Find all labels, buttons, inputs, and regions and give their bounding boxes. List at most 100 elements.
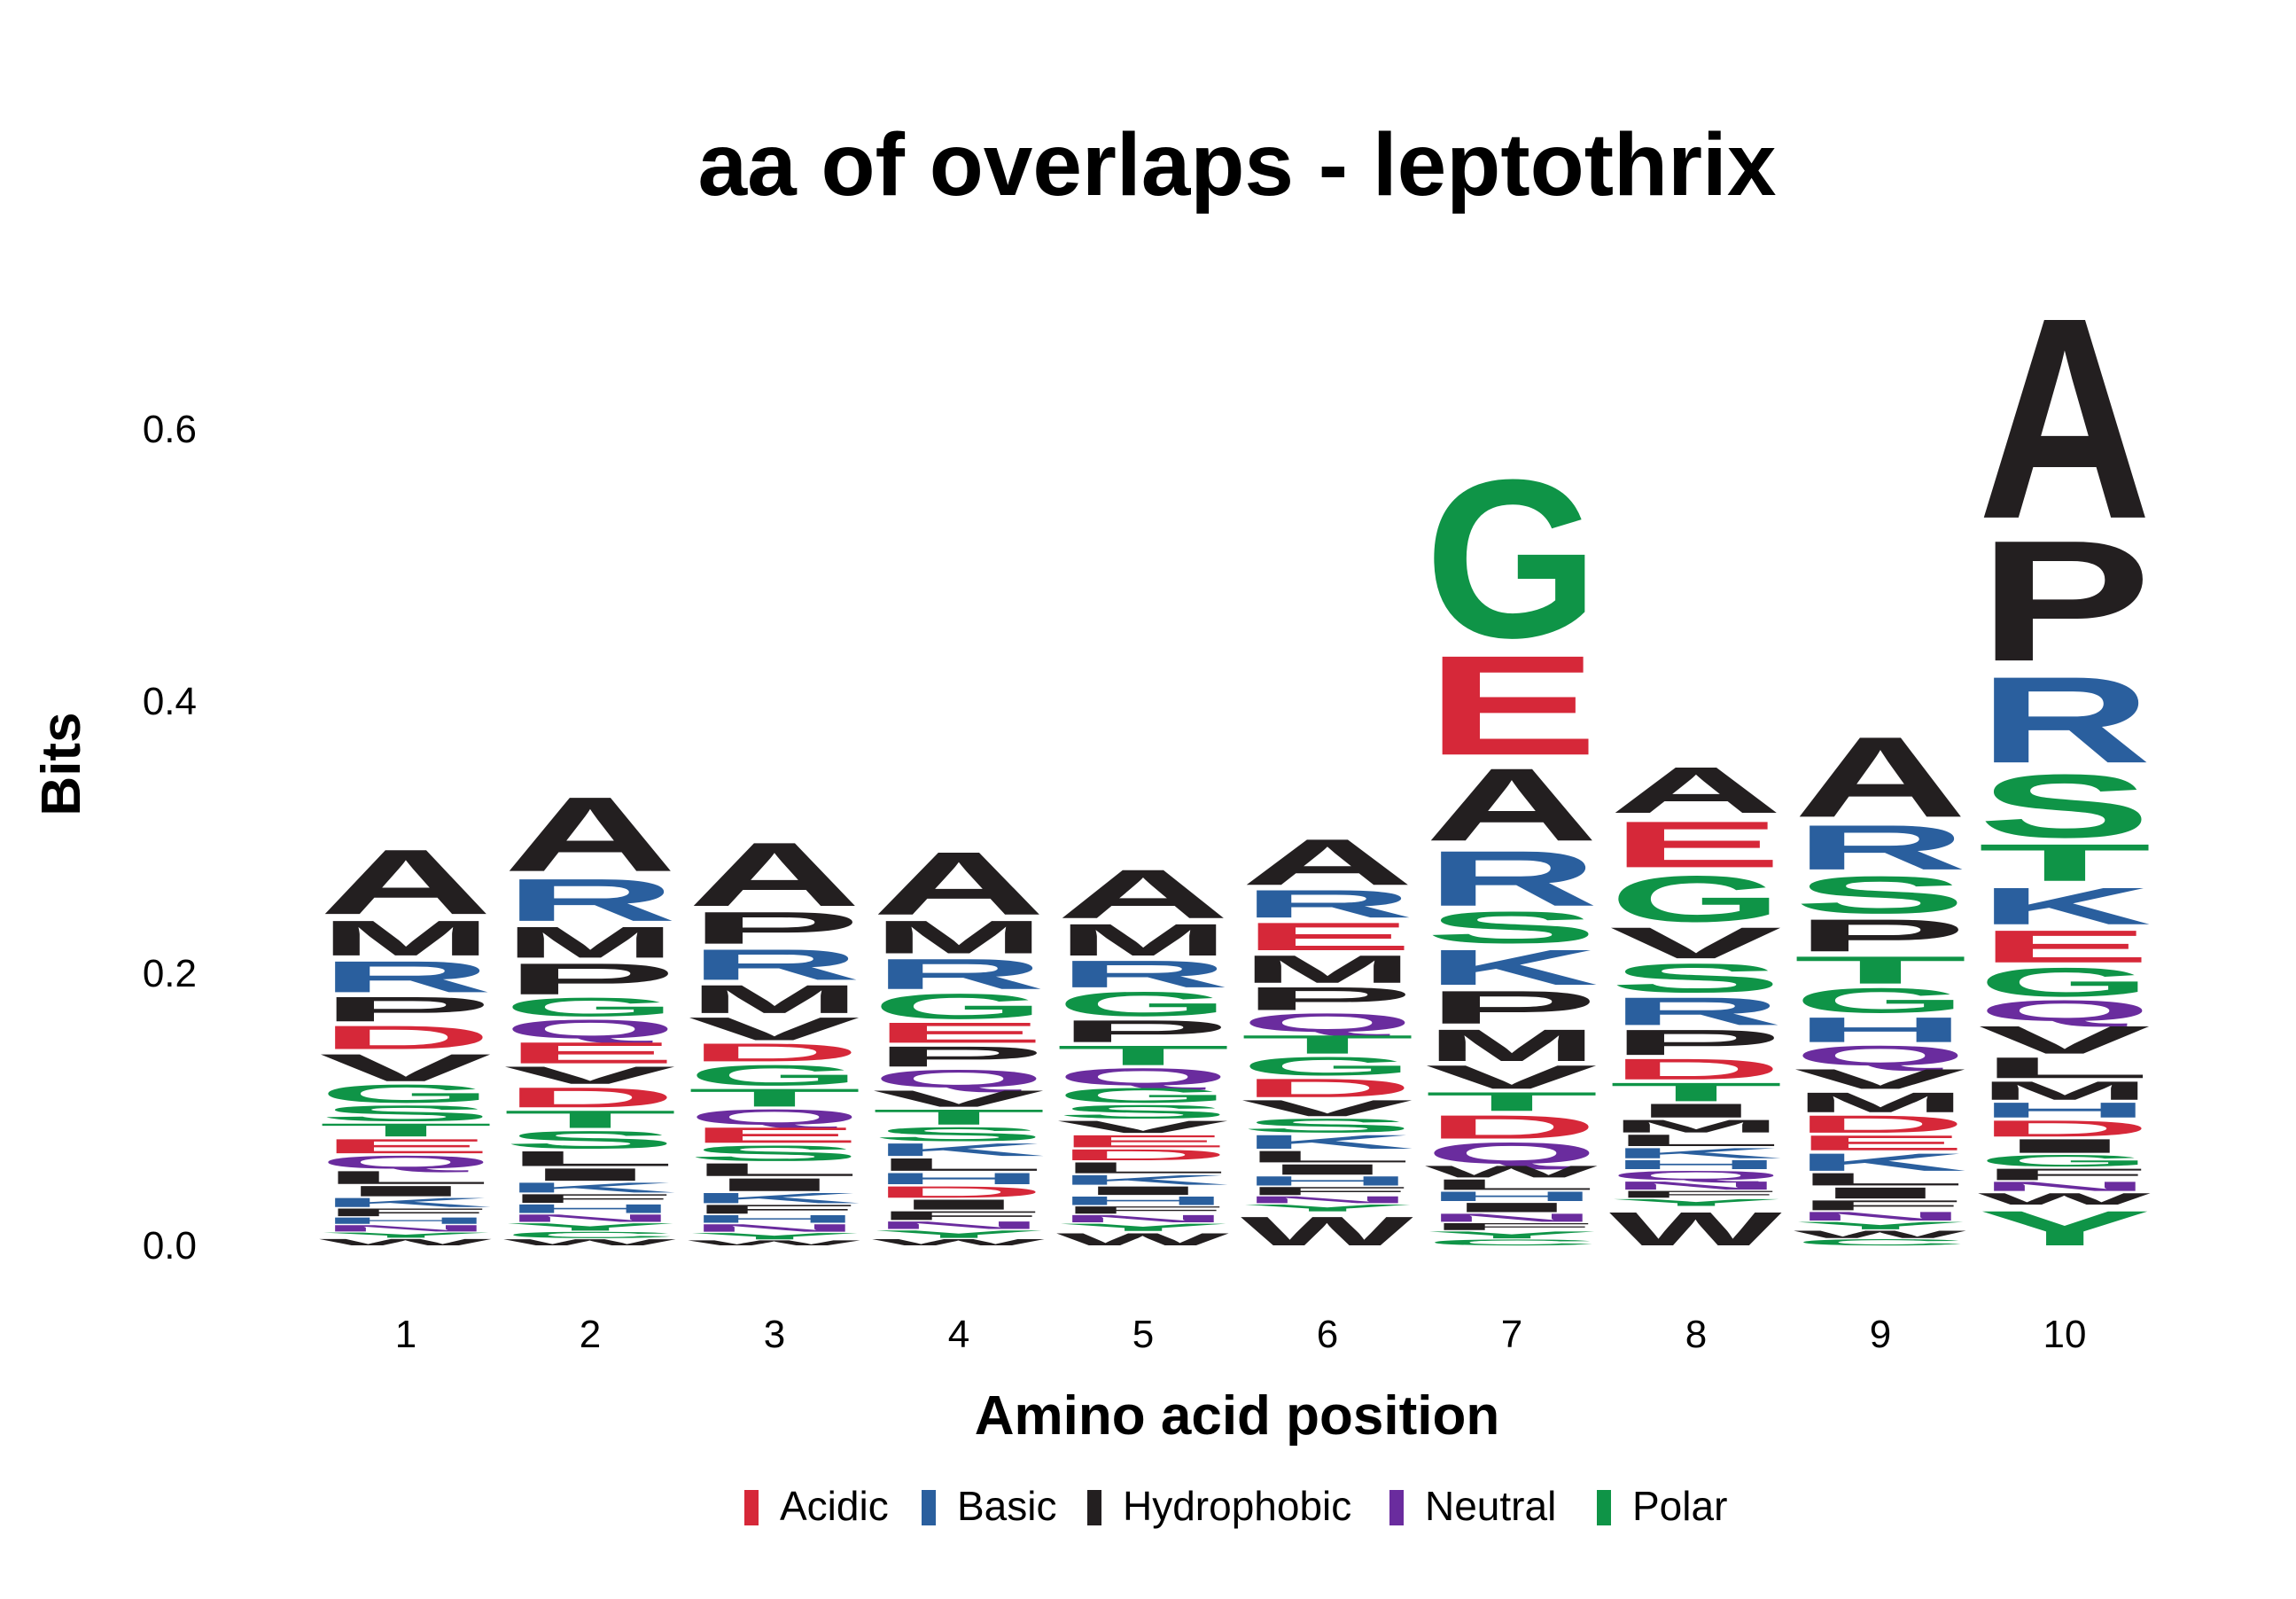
x-axis-ticks: 1 2 3 4 5 6 7 8 9 10 [395,1313,2087,1356]
x-tick-label: 3 [764,1313,785,1356]
logo-letter-y: Y [319,1231,493,1239]
logo-letter-e: E [503,1036,677,1070]
legend-label: Hydrophobic [1123,1483,1351,1529]
logo-letter-v: V [688,1010,860,1047]
y-tick-label: 0.0 [143,1224,197,1268]
logo-letter-w: W [319,1237,492,1248]
x-axis-title: Amino acid position [975,1385,1499,1447]
logo-letter-d: D [1241,1073,1414,1103]
logo-letter-g: G [1609,862,1783,936]
logo-letter-k: K [1241,1131,1414,1153]
logo-letter-g: G [1978,1151,2152,1170]
logo-letter-r: R [319,952,493,1002]
logo-stacks: AMRPDVGSTEQLIKFHNYWARMPGQEVDTSLIKFHNYCWA… [319,258,2152,1256]
logo-letter-i: I [1609,1100,1783,1122]
logo-letter-l: L [1425,1176,1599,1193]
logo-letter-l: L [1978,1051,2152,1084]
logo-letter-f: F [872,1209,1046,1223]
legend-swatch [1389,1490,1404,1525]
logo-letter-r: R [1241,882,1414,926]
logo-letter-w: W [1609,1203,1783,1256]
logo-letter-n: N [1794,1209,1967,1223]
logo-letter-w: W [1056,1229,1230,1249]
logo-letter-d: D [1056,1146,1230,1164]
logo-letter-d: D [1978,1116,2152,1142]
logo-letter-l: L [872,1155,1046,1175]
logo-letter-k: K [688,1190,861,1205]
y-axis-ticks: 0.0 0.2 0.4 0.6 [143,408,197,1268]
logo-letter-g: G [688,1059,861,1092]
legend-item: Acidic [744,1483,889,1529]
logo-letter-s: S [1609,956,1783,1002]
logo-letter-w: W [872,1237,1045,1247]
legend-swatch [922,1490,936,1525]
logo-letter-n: N [1056,1213,1230,1224]
logo-letter-i: I [872,1197,1046,1213]
x-tick-label: 9 [1870,1313,1891,1356]
logo-letter-n: N [688,1222,861,1235]
logo-letter-s: S [1056,1101,1230,1122]
logo-letter-s: S [688,1141,861,1166]
logo-letter-h: H [1241,1174,1414,1189]
y-tick-label: 0.2 [143,952,197,995]
logo-letter-g: G [319,1080,493,1109]
logo-letter-m: M [872,911,1046,963]
logo-letter-r: R [503,866,677,933]
logo-letter-g: G [503,993,677,1022]
logo-letter-v: V [872,1086,1045,1112]
logo-letter-m: M [688,977,861,1021]
logo-letter-w: W [1978,1190,2152,1208]
logo-letter-s: S [1794,865,1967,924]
logo-letter-e: E [1609,808,1783,882]
logo-letter-i: I [1425,1200,1599,1215]
logo-letter-p: P [1056,1014,1230,1049]
logo-letter-v: V [1241,1096,1413,1121]
logo-letter-s: S [1425,902,1599,953]
logo-letter-i: I [1056,1184,1230,1197]
logo-letter-t: T [1794,948,1967,992]
logo-letter-a: A [1978,258,2152,579]
x-tick-label: 6 [1317,1313,1338,1356]
logo-letter-t: T [1241,1030,1414,1059]
logo-letter-l: L [688,1159,861,1180]
logo-letter-v: V [1609,918,1782,968]
y-tick-label: 0.4 [143,680,197,723]
logo-letter-d: D [872,1183,1046,1201]
logo-letter-m: M [1241,948,1414,992]
logo-letter-f: F [1794,1197,1967,1213]
logo-letter-p: P [688,902,861,953]
logo-letter-q: Q [872,1065,1046,1093]
chart-title: aa of overlaps - leptothrix [698,115,1777,214]
logo-letter-m: M [503,917,677,967]
logo-letter-p: P [1425,981,1599,1034]
logo-letter-s: S [1241,1115,1414,1137]
logo-letter-t: T [1978,833,2152,892]
logo-letter-n: N [1609,1179,1783,1192]
logo-letter-h: H [319,1215,493,1226]
logo-letter-y: Y [688,1231,861,1241]
logo-letter-m: M [1609,1116,1783,1136]
logo-letter-k: K [1609,1145,1783,1162]
logo-letter-s: S [872,1123,1046,1145]
logo-letter-f: F [1241,1185,1414,1198]
logo-letter-t: T [872,1105,1046,1129]
logo-letter-n: N [1978,1179,2152,1194]
logo-letter-f: F [1978,1166,2152,1184]
logo-letter-q: Q [1056,1064,1230,1091]
logo-letter-y: Y [1794,1220,1967,1231]
legend-swatch [744,1490,759,1525]
logo-letter-g: G [1425,433,1599,685]
logo-letter-q: Q [319,1152,493,1173]
x-tick-label: 7 [1501,1313,1522,1356]
legend-swatch [1087,1490,1101,1525]
logo-letter-c: C [503,1230,677,1240]
logo-letter-n: N [319,1223,493,1234]
logo-letter-k: K [319,1195,493,1209]
